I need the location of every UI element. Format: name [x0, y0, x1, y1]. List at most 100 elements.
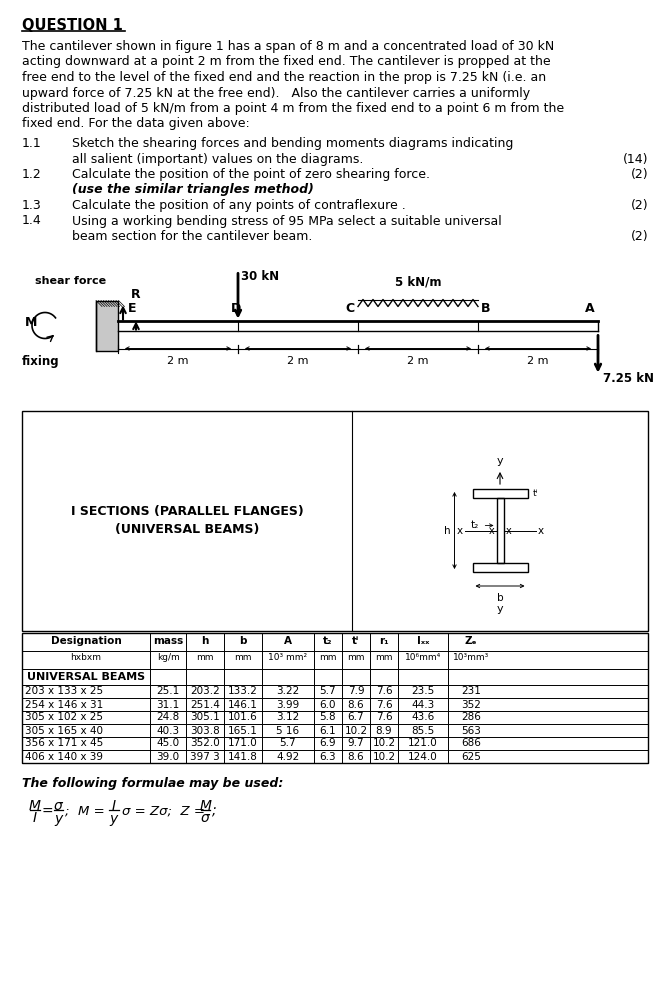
Text: y: y [497, 604, 503, 614]
Text: (14): (14) [622, 152, 648, 165]
Text: 406 x 140 x 39: 406 x 140 x 39 [25, 752, 103, 762]
Bar [22, 410, 648, 631]
Text: 1.4: 1.4 [22, 215, 42, 228]
Text: 2 m: 2 m [407, 356, 429, 365]
Text: 6.0: 6.0 [320, 700, 336, 710]
Text: 133.2: 133.2 [228, 686, 258, 696]
Text: 5 16: 5 16 [276, 726, 300, 736]
Text: 7.6: 7.6 [376, 712, 392, 722]
Text: r₁: r₁ [379, 636, 389, 646]
Text: 45.0: 45.0 [157, 738, 179, 748]
Text: 625: 625 [461, 752, 481, 762]
Text: 5.7: 5.7 [320, 686, 336, 696]
Text: The following formulae may be used:: The following formulae may be used: [22, 776, 284, 790]
Text: 2 m: 2 m [167, 356, 189, 365]
Text: ;  M =: ; M = [65, 804, 105, 818]
Text: b: b [497, 593, 503, 603]
Text: 4.92: 4.92 [276, 752, 300, 762]
Text: 5.8: 5.8 [320, 712, 336, 722]
Text: 43.6: 43.6 [411, 712, 435, 722]
Text: 101.6: 101.6 [228, 712, 258, 722]
Bar [96, 300, 118, 351]
Text: x: x [538, 526, 544, 536]
Text: Using a working bending stress of 95 MPa select a suitable universal: Using a working bending stress of 95 MPa… [72, 215, 502, 228]
Bar [472, 563, 528, 572]
Text: 3.22: 3.22 [276, 686, 300, 696]
Text: 10³mm³: 10³mm³ [453, 654, 489, 662]
Text: (2): (2) [630, 199, 648, 212]
Text: 305.1: 305.1 [190, 712, 220, 722]
Text: 40.3: 40.3 [157, 726, 179, 736]
Text: 6.7: 6.7 [347, 712, 364, 722]
Text: 165.1: 165.1 [228, 726, 258, 736]
Text: (UNIVERSAL BEAMS): (UNIVERSAL BEAMS) [115, 524, 259, 536]
Text: kg/m: kg/m [157, 654, 179, 662]
Text: The cantilever shown in figure 1 has a span of 8 m and a concentrated load of 30: The cantilever shown in figure 1 has a s… [22, 40, 554, 53]
Text: 352.0: 352.0 [190, 738, 220, 748]
Text: t₂: t₂ [323, 636, 333, 646]
Bar [22, 633, 648, 762]
Text: B: B [481, 302, 491, 316]
Text: 5.7: 5.7 [280, 738, 296, 748]
Text: 6.3: 6.3 [320, 752, 336, 762]
Text: 9.7: 9.7 [347, 738, 364, 748]
Text: 352: 352 [461, 700, 481, 710]
Bar [497, 498, 503, 563]
Text: mm: mm [375, 654, 392, 662]
Text: 7.6: 7.6 [376, 700, 392, 710]
Text: free end to the level of the fixed end and the reaction in the prop is 7.25 kN (: free end to the level of the fixed end a… [22, 71, 546, 84]
Text: 24.8: 24.8 [157, 712, 179, 722]
Text: 25.1: 25.1 [157, 686, 179, 696]
Text: y: y [110, 812, 118, 826]
Text: 254 x 146 x 31: 254 x 146 x 31 [25, 700, 103, 710]
Text: 5 kN/m: 5 kN/m [394, 275, 442, 288]
Text: t₂: t₂ [470, 520, 478, 530]
Text: 10⁶mm⁴: 10⁶mm⁴ [405, 654, 441, 662]
Text: A: A [284, 636, 292, 646]
Text: 356 x 171 x 45: 356 x 171 x 45 [25, 738, 103, 748]
Text: 8.6: 8.6 [347, 700, 364, 710]
Text: E: E [128, 302, 136, 316]
Text: 171.0: 171.0 [228, 738, 258, 748]
Text: I SECTIONS (PARALLEL FLANGES): I SECTIONS (PARALLEL FLANGES) [71, 506, 303, 518]
Text: 44.3: 44.3 [411, 700, 435, 710]
Text: Designation: Designation [50, 636, 122, 646]
Text: 397 3: 397 3 [190, 752, 220, 762]
Text: R: R [131, 288, 141, 300]
Text: 303.8: 303.8 [190, 726, 220, 736]
Text: QUESTION 1: QUESTION 1 [22, 18, 123, 33]
Text: x: x [489, 526, 494, 536]
Text: σ: σ [201, 812, 210, 826]
Text: hxbxm: hxbxm [71, 654, 101, 662]
Text: (use the similar triangles method): (use the similar triangles method) [72, 184, 314, 196]
Text: b: b [239, 636, 247, 646]
Text: M: M [25, 316, 38, 329]
Text: 141.8: 141.8 [228, 752, 258, 762]
Text: mass: mass [153, 636, 183, 646]
Text: Calculate the position of the point of zero shearing force.: Calculate the position of the point of z… [72, 168, 430, 181]
Text: tⁱ: tⁱ [532, 489, 538, 498]
Text: =: = [42, 804, 53, 818]
Text: 1.1: 1.1 [22, 137, 42, 150]
Text: 2 m: 2 m [528, 356, 549, 365]
Text: fixing: fixing [22, 356, 60, 368]
Text: acting downward at a point 2 m from the fixed end. The cantilever is propped at : acting downward at a point 2 m from the … [22, 55, 550, 68]
Text: h: h [202, 636, 209, 646]
Text: x: x [506, 526, 512, 536]
Text: A: A [585, 302, 595, 316]
Text: mm: mm [347, 654, 365, 662]
Text: y: y [497, 456, 503, 466]
Text: D: D [231, 302, 241, 316]
Text: 30 kN: 30 kN [241, 270, 279, 284]
Text: 7.25 kN: 7.25 kN [603, 372, 654, 385]
Text: 10.2: 10.2 [345, 726, 368, 736]
Text: Zₑ: Zₑ [465, 636, 477, 646]
Text: x: x [456, 526, 462, 536]
Text: I: I [112, 798, 116, 812]
Text: 305 x 102 x 25: 305 x 102 x 25 [25, 712, 103, 722]
Bar [472, 489, 528, 498]
Text: 31.1: 31.1 [157, 700, 179, 710]
Text: mm: mm [196, 654, 214, 662]
Text: distributed load of 5 kN/m from a point 4 m from the fixed end to a point 6 m fr: distributed load of 5 kN/m from a point … [22, 102, 564, 115]
Text: Calculate the position of any points of contraflexure .: Calculate the position of any points of … [72, 199, 406, 212]
